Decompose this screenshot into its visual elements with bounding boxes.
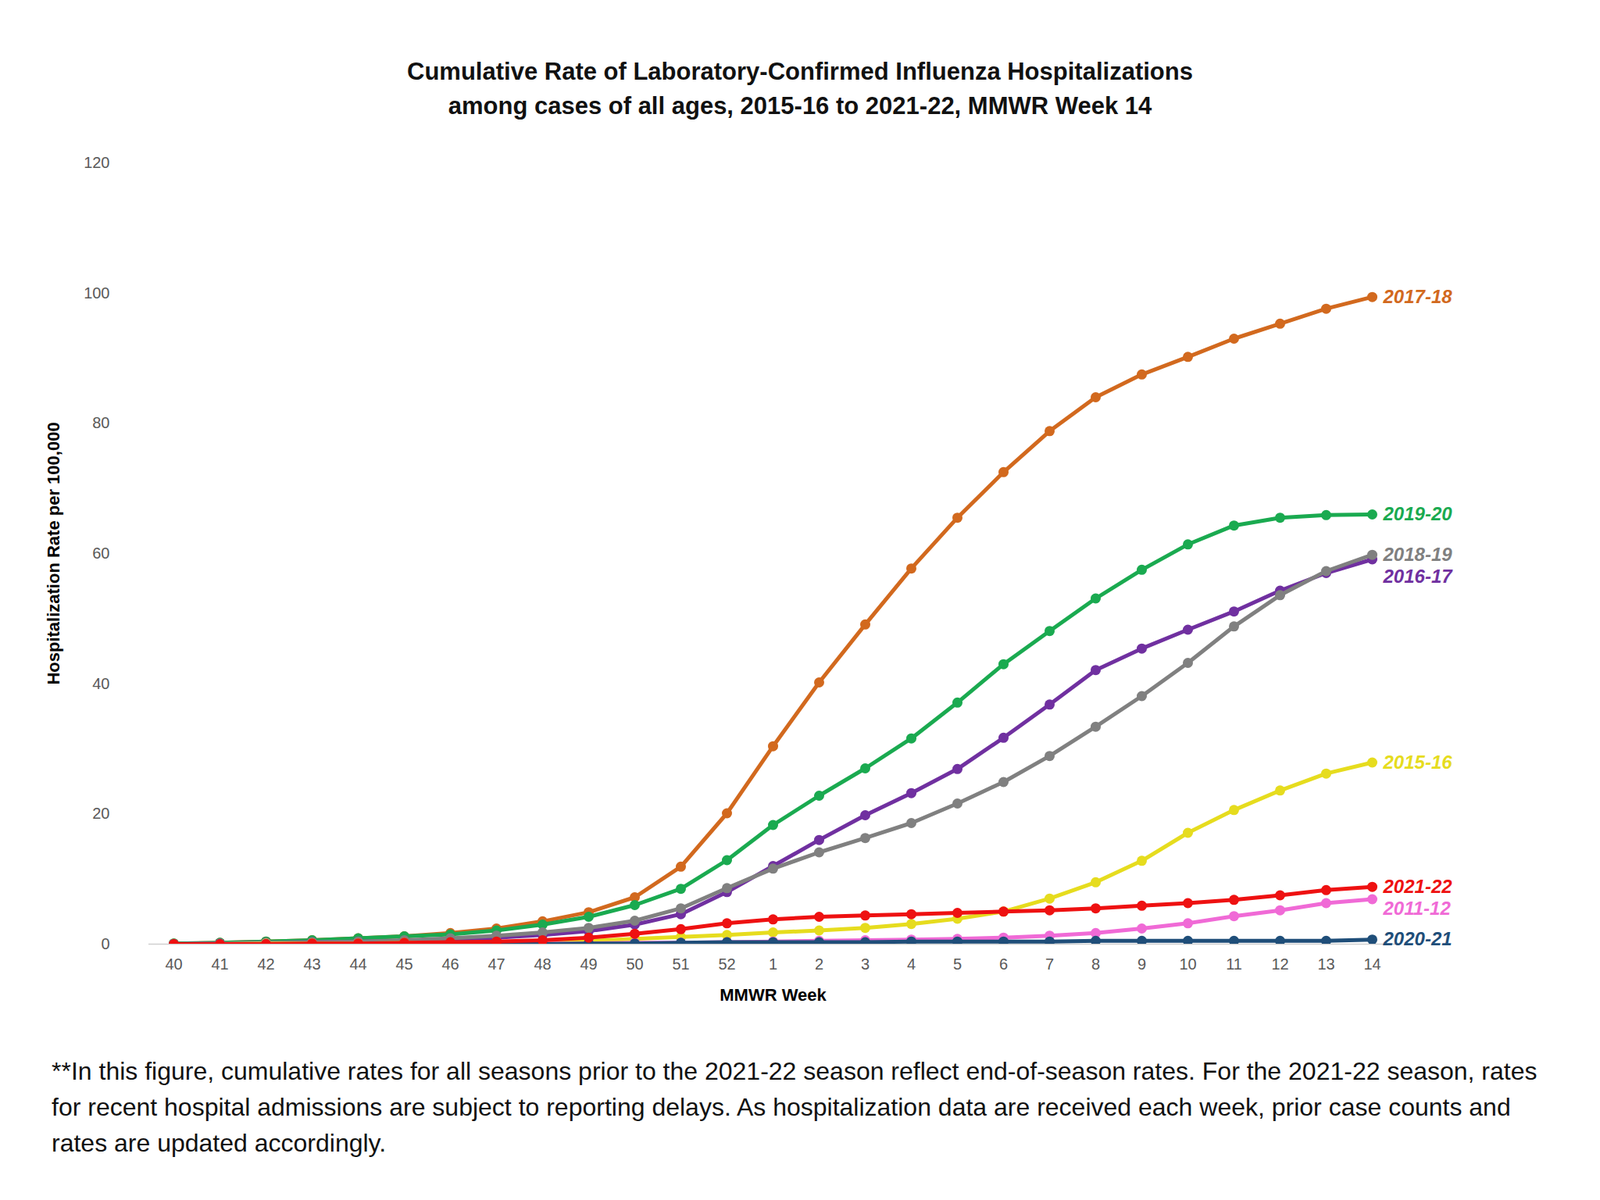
- svg-text:100: 100: [83, 284, 110, 302]
- svg-text:5: 5: [953, 955, 962, 973]
- svg-text:1: 1: [768, 955, 778, 973]
- svg-text:Hospitalization Rate per 100,0: Hospitalization Rate per 100,000: [43, 421, 64, 685]
- svg-text:20: 20: [92, 804, 110, 822]
- svg-text:13: 13: [1317, 955, 1335, 973]
- svg-text:40: 40: [92, 675, 110, 693]
- svg-text:0: 0: [100, 935, 110, 953]
- svg-text:2018-19: 2018-19: [1382, 543, 1454, 565]
- svg-text:46: 46: [441, 955, 459, 973]
- svg-text:2011-12: 2011-12: [1382, 897, 1452, 919]
- svg-text:51: 51: [671, 955, 690, 973]
- svg-text:8: 8: [1091, 955, 1100, 973]
- svg-text:2021-22: 2021-22: [1382, 875, 1454, 897]
- svg-text:2020-21: 2020-21: [1382, 928, 1453, 950]
- svg-text:48: 48: [533, 955, 551, 973]
- svg-text:42: 42: [257, 955, 275, 973]
- svg-text:2017-18: 2017-18: [1382, 285, 1454, 308]
- svg-text:2016-17: 2016-17: [1382, 565, 1454, 587]
- svg-text:7: 7: [1045, 955, 1054, 973]
- svg-text:41: 41: [210, 955, 229, 973]
- svg-text:43: 43: [303, 955, 321, 973]
- svg-text:9: 9: [1137, 955, 1147, 973]
- svg-text:52: 52: [717, 955, 736, 973]
- svg-text:MMWR Week: MMWR Week: [719, 985, 827, 1005]
- svg-text:44: 44: [349, 955, 367, 973]
- svg-text:49: 49: [579, 955, 597, 973]
- svg-text:80: 80: [92, 414, 110, 432]
- svg-text:11: 11: [1225, 955, 1243, 973]
- html-text:Cumulative Rate of Laboratory-: Cumulative Rate of Laboratory-Confirmed …: [407, 57, 1193, 120]
- svg-text:3: 3: [860, 955, 870, 973]
- svg-text:60: 60: [92, 544, 110, 562]
- svg-text:6: 6: [999, 955, 1008, 973]
- svg-text:2019-20: 2019-20: [1382, 503, 1454, 525]
- svg-text:2015-16: 2015-16: [1382, 751, 1454, 773]
- svg-text:14: 14: [1363, 955, 1381, 973]
- svg-text:4: 4: [907, 955, 916, 973]
- svg-text:40: 40: [164, 955, 183, 973]
- svg-text:120: 120: [83, 153, 110, 172]
- svg-text:12: 12: [1271, 955, 1289, 973]
- svg-text:10: 10: [1178, 955, 1197, 973]
- html-text:**In this figure, cumulative r: **In this figure, cumulative rates for a…: [51, 1057, 1538, 1158]
- svg-text:50: 50: [625, 955, 643, 973]
- svg-text:45: 45: [395, 955, 413, 973]
- svg-text:2: 2: [814, 955, 824, 973]
- svg-text:47: 47: [487, 955, 505, 973]
